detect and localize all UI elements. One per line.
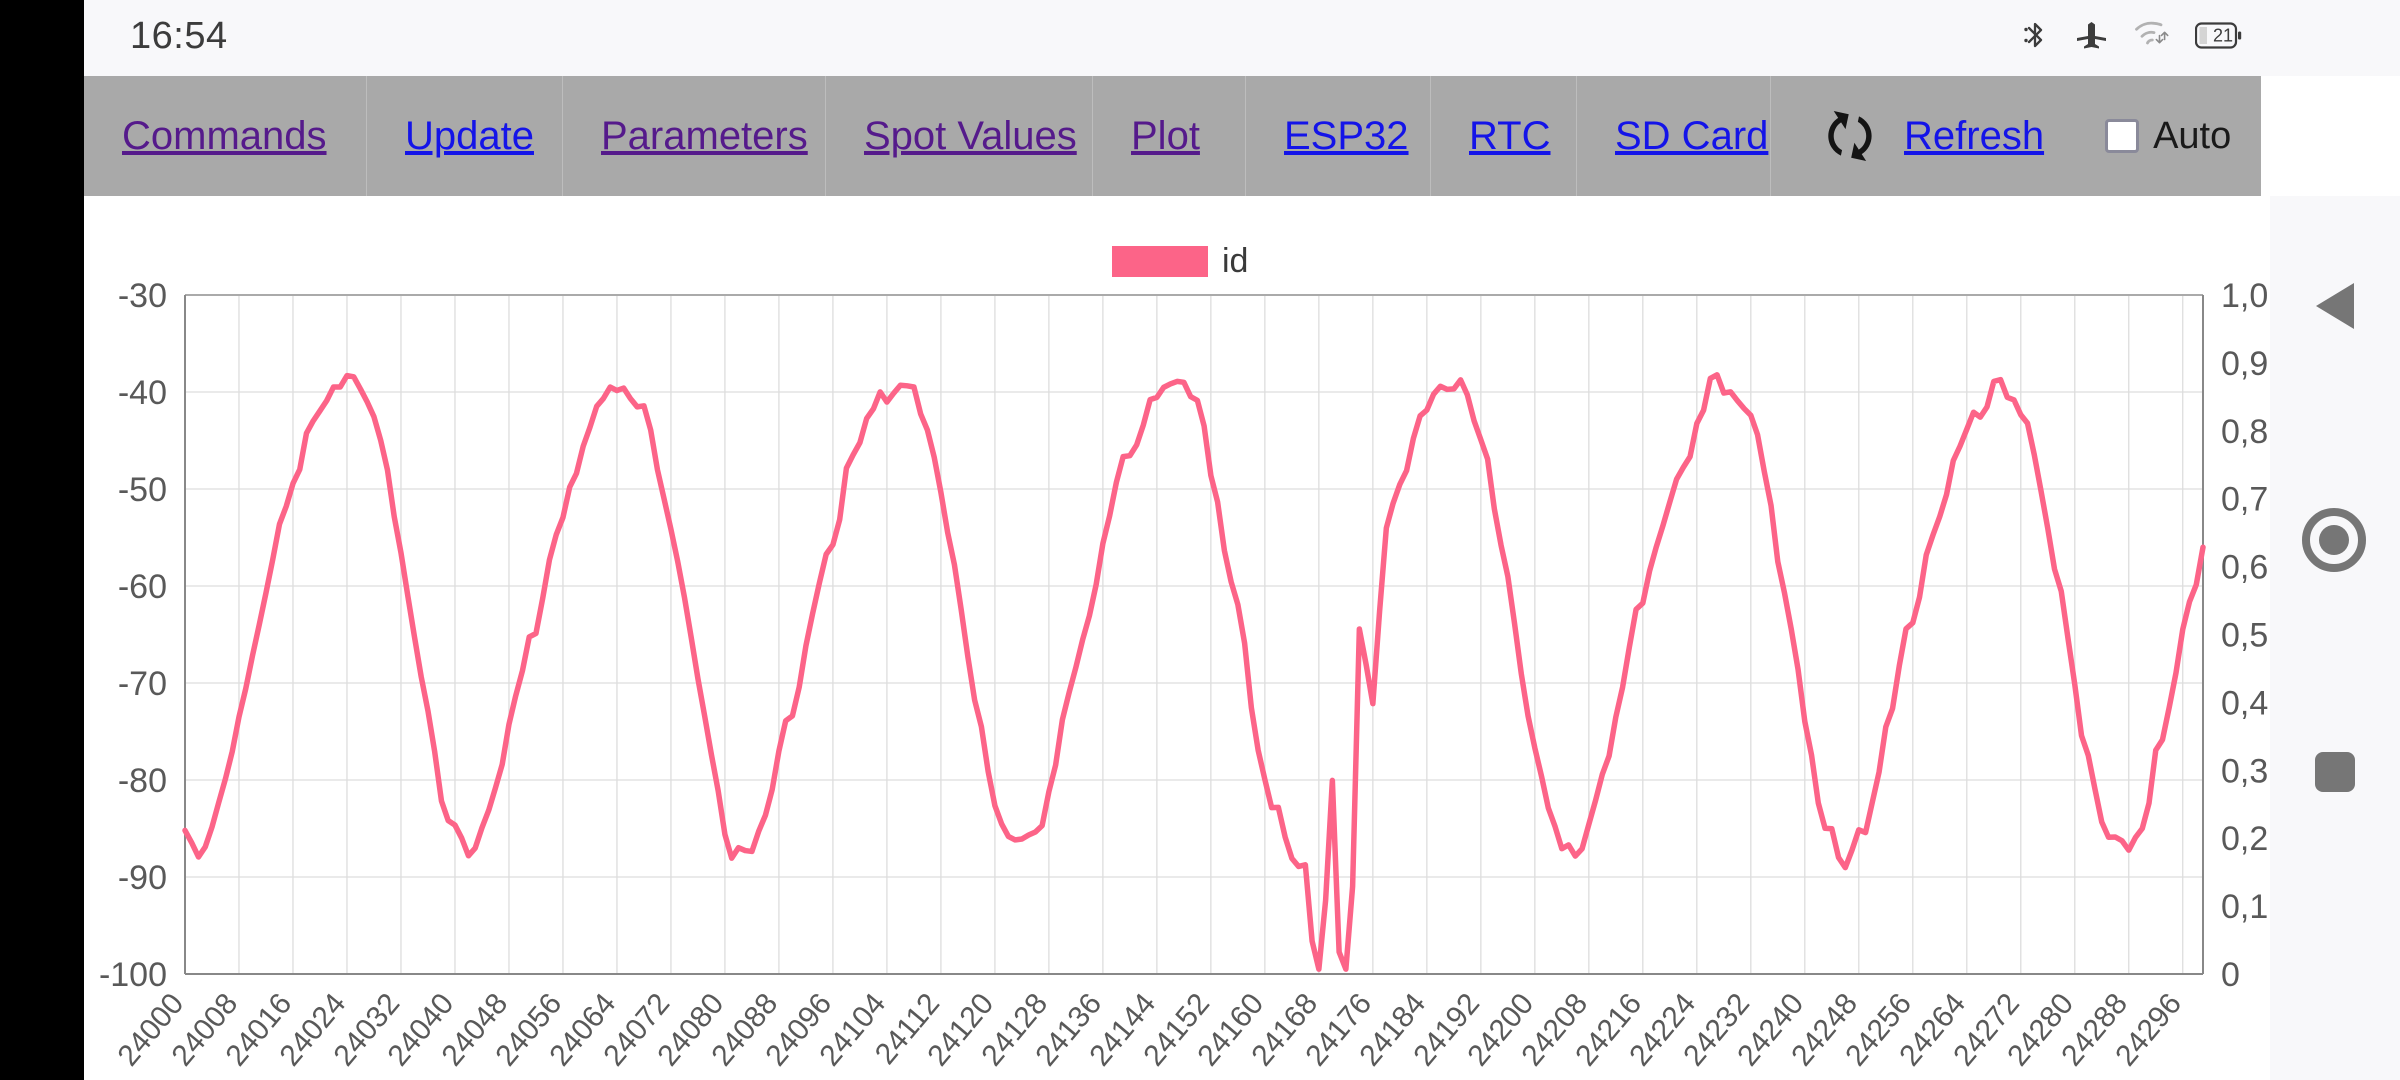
svg-text:0,4: 0,4 (2221, 684, 2268, 722)
svg-text:0,8: 0,8 (2221, 413, 2268, 451)
svg-text:-70: -70 (118, 665, 167, 703)
svg-text:0,6: 0,6 (2221, 549, 2268, 587)
svg-text:0,9: 0,9 (2221, 345, 2268, 383)
svg-text:0,7: 0,7 (2221, 481, 2268, 519)
svg-text:-50: -50 (118, 471, 167, 509)
svg-text:-60: -60 (118, 568, 167, 606)
svg-text:0: 0 (2221, 956, 2240, 994)
svg-text:0,5: 0,5 (2221, 617, 2268, 655)
svg-text:-40: -40 (118, 374, 167, 412)
svg-text:-30: -30 (118, 277, 167, 315)
svg-text:0,2: 0,2 (2221, 820, 2268, 858)
svg-text:1,0: 1,0 (2221, 277, 2268, 315)
svg-text:21: 21 (2213, 25, 2233, 45)
svg-text:0,1: 0,1 (2221, 888, 2268, 926)
svg-text:-90: -90 (118, 859, 167, 897)
svg-text:0,3: 0,3 (2221, 752, 2268, 790)
svg-text:-100: -100 (99, 956, 167, 994)
svg-text:-80: -80 (118, 762, 167, 800)
